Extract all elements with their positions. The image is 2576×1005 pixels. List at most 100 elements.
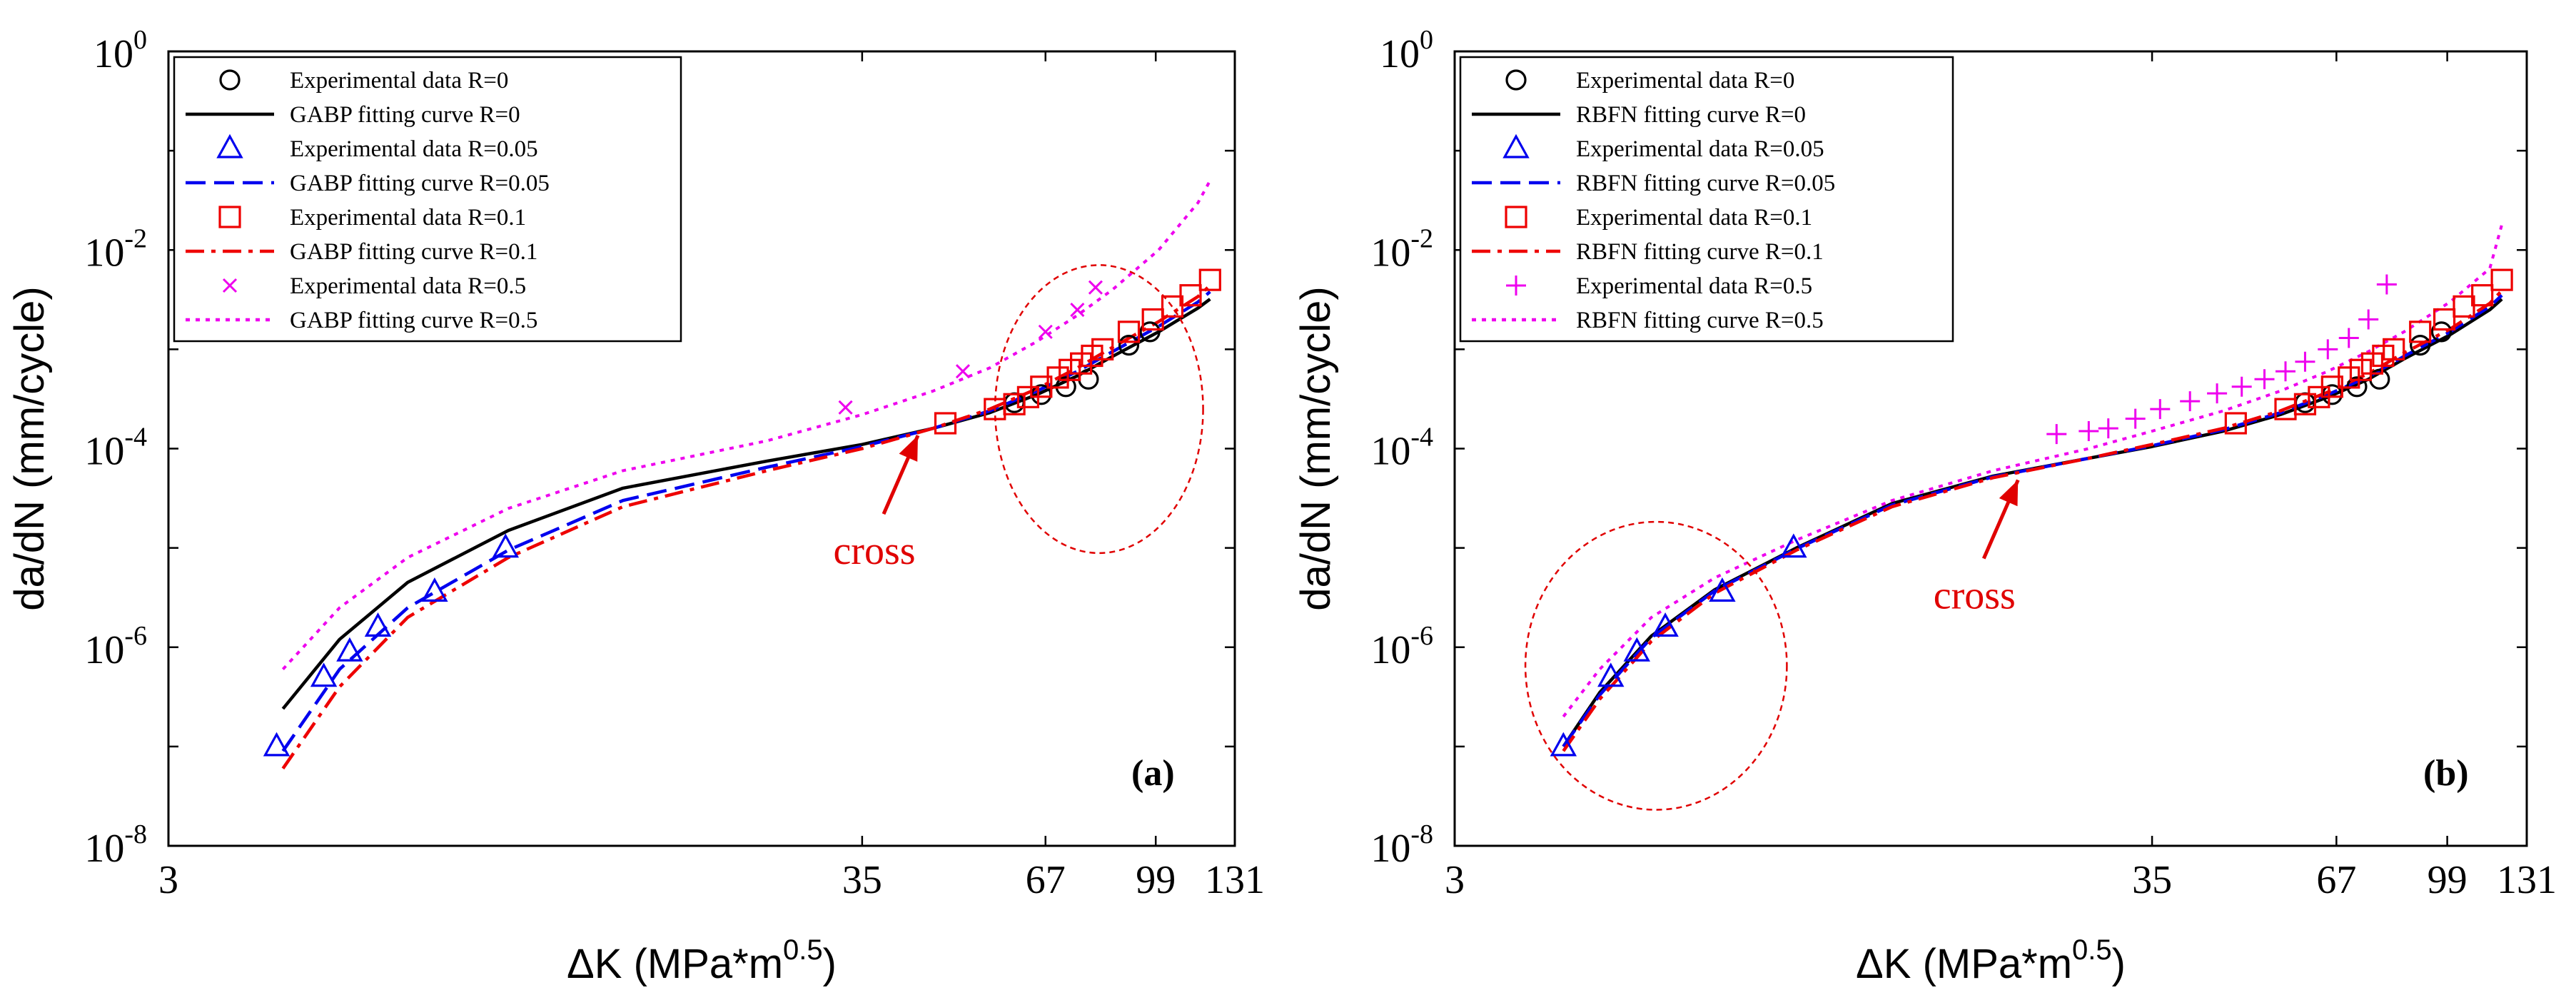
data-point [492, 533, 520, 558]
data-point [1709, 577, 1736, 602]
legend-label: GABP fitting curve R=0.05 [290, 171, 550, 196]
data-point [1550, 732, 1577, 757]
data-point [2224, 412, 2247, 435]
legend-marker-swatch [1505, 69, 1527, 91]
data-point [2383, 338, 2405, 360]
data-point [1059, 358, 1081, 381]
data-point [2471, 284, 2494, 307]
legend-item: GABP fitting curve R=0 [186, 102, 520, 128]
legend-marker-swatch [216, 133, 243, 158]
legend-item: RBFN fitting curve R=0 [1472, 102, 1806, 128]
legend-marker-swatch [222, 278, 238, 293]
chart-panel-b: 10-8 10-6 10-4 10-2 100 3 35 67 99 131 ΔK (MPa*m0.… [1293, 25, 2557, 987]
y-tick-label: 10-8 [1370, 819, 1433, 871]
legend-label: RBFN fitting curve R=0.5 [1576, 308, 1824, 333]
legend-label: RBFN fitting curve R=0 [1576, 102, 1806, 128]
data-point [1780, 533, 1807, 558]
data-point [1038, 324, 1053, 339]
data-point [1652, 612, 1679, 637]
data-point [2409, 320, 2432, 343]
legend-label: Experimental data R=0.1 [290, 205, 526, 231]
data-point [838, 400, 853, 415]
y-tick-label: 10-2 [1370, 223, 1433, 275]
series-line-7 [281, 180, 1212, 670]
data-point [1179, 284, 1202, 307]
x-axis-title: ΔK (MPa*m0.5) [567, 934, 837, 987]
data-point [263, 732, 291, 757]
data-point [421, 577, 448, 602]
legend-item: Experimental data R=0.5 [1506, 273, 1812, 299]
y-tick-label: 10-2 [84, 223, 147, 275]
x-tick-label: 99 [2428, 858, 2468, 902]
data-point [2338, 328, 2359, 348]
data-point [1046, 366, 1069, 389]
data-point [2376, 274, 2397, 295]
data-point [2295, 351, 2315, 372]
series-points-2 [263, 533, 520, 757]
legend: Experimental data R=0 RBFN fitting curve … [1459, 56, 1954, 343]
data-point [2433, 308, 2456, 331]
legend-item: RBFN fitting curve R=0.5 [1472, 308, 1824, 333]
highlight-ellipse [1524, 520, 1788, 811]
y-axis-title: da/dN (mm/cycle) [6, 286, 53, 610]
data-point [1141, 308, 1164, 331]
y-tick-label: 10-6 [84, 621, 147, 672]
legend-label: Experimental data R=0 [290, 68, 508, 94]
data-point [2150, 399, 2171, 420]
legend-box [1459, 56, 1954, 343]
y-tick-label: 10-8 [84, 819, 147, 871]
legend-item: Experimental data R=0.05 [216, 133, 538, 162]
legend-item: GABP fitting curve R=0.5 [186, 308, 537, 333]
data-point [2490, 268, 2513, 291]
legend-marker-swatch [1506, 276, 1526, 296]
x-tick-label: 99 [1136, 858, 1176, 902]
data-point [2453, 295, 2475, 318]
x-axis-title: ΔK (MPa*m0.5) [1856, 934, 2126, 987]
legend-marker-swatch [218, 206, 241, 228]
legend-label: Experimental data R=0.05 [1576, 136, 1824, 162]
highlight-ellipse [994, 264, 1204, 555]
x-tick-label: 35 [842, 858, 882, 902]
data-point [2231, 376, 2252, 397]
legend-marker-swatch [1502, 133, 1530, 158]
data-point [310, 662, 338, 687]
x-tick-label: 3 [1445, 858, 1465, 902]
x-tick-label: 67 [1026, 858, 1066, 902]
legend-label: RBFN fitting curve R=0.05 [1576, 171, 1835, 196]
legend-label: Experimental data R=0.5 [290, 273, 526, 299]
legend-label: GABP fitting curve R=0.1 [290, 239, 537, 265]
data-point [1597, 662, 1625, 687]
series-line-1 [1562, 298, 2503, 748]
cross-annotation: cross [833, 529, 915, 573]
legend-item: Experimental data R=0.1 [1505, 205, 1812, 231]
cross-arrow-head [899, 435, 918, 462]
data-point [2079, 421, 2099, 442]
data-point [2338, 366, 2360, 389]
chart-panel-a: 10-8 10-6 10-4 10-2 100 3 35 67 99 131 ΔK (MPa*m0.… [6, 25, 1265, 987]
y-tick-label: 10-4 [1370, 423, 1433, 474]
data-point [955, 364, 971, 379]
x-tick-label: 3 [158, 858, 178, 902]
legend-label: RBFN fitting curve R=0.1 [1576, 239, 1824, 265]
legend-item: GABP fitting curve R=0.05 [186, 171, 550, 196]
y-tick-label: 100 [1380, 25, 1433, 76]
panel-label: (b) [2423, 753, 2469, 794]
panel-label: (a) [1131, 753, 1175, 794]
y-axis-title: da/dN (mm/cycle) [1293, 286, 1339, 610]
data-layer [1550, 224, 2513, 757]
data-point [1091, 338, 1114, 360]
legend-label: Experimental data R=0 [1576, 68, 1794, 94]
data-point [2276, 361, 2295, 382]
data-point [934, 412, 957, 435]
data-point [1117, 320, 1141, 343]
x-tick-label: 131 [1205, 858, 1265, 902]
x-tick-label: 67 [2316, 858, 2356, 902]
data-point [1118, 335, 1140, 356]
y-tick-label: 10-6 [1370, 621, 1433, 672]
series-line-5 [1562, 289, 2503, 752]
data-point [1003, 393, 1026, 415]
y-tick-label: 10-4 [84, 423, 147, 474]
legend-item: Experimental data R=0.1 [218, 205, 526, 231]
y-tick-label: 100 [94, 25, 147, 76]
